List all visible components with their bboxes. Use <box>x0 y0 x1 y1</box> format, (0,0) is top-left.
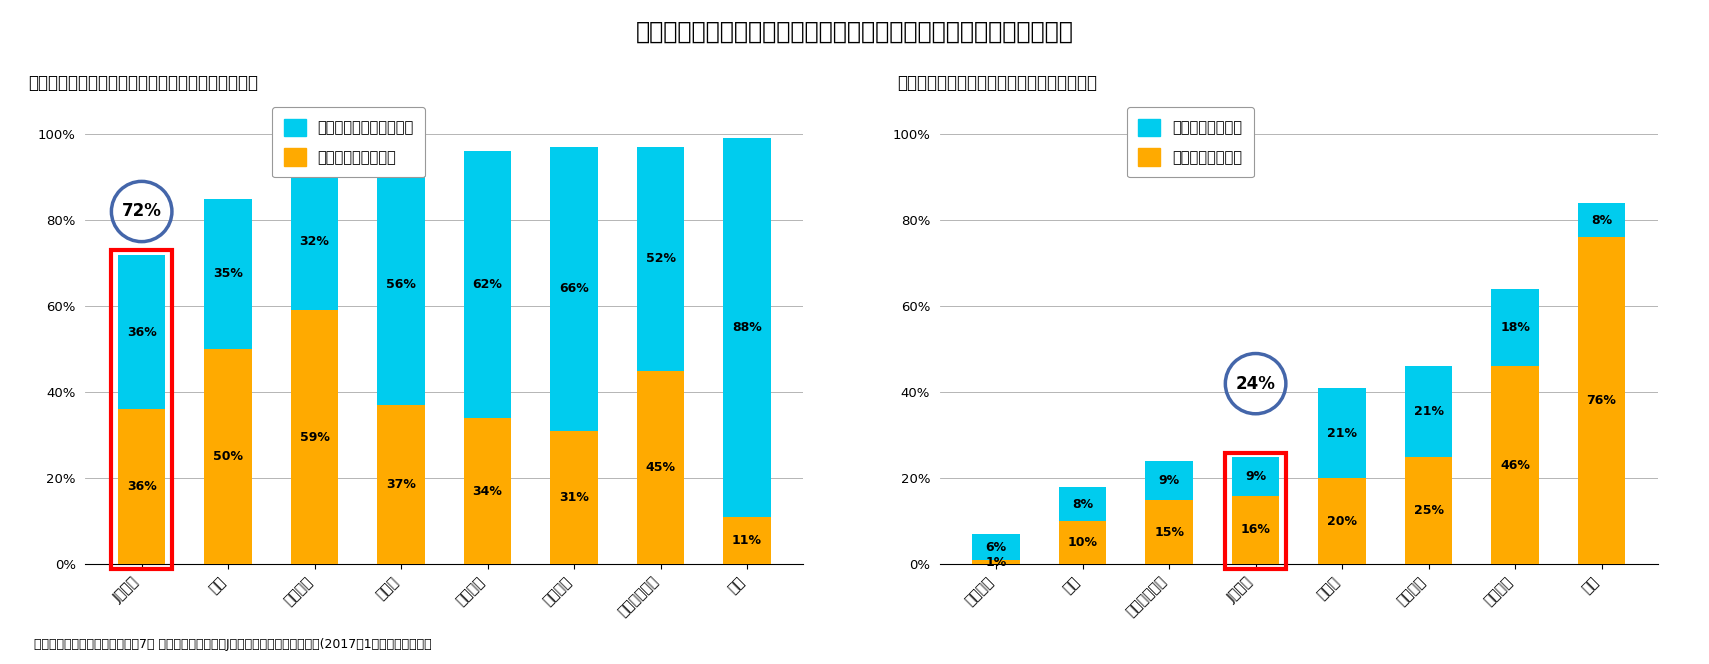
Text: 〇金融商品の認知状況（対象：金融商品の保有者）: 〇金融商品の認知状況（対象：金融商品の保有者） <box>27 74 258 92</box>
Text: 36%: 36% <box>126 325 157 339</box>
Bar <box>1060 487 1106 521</box>
Text: 46%: 46% <box>1501 459 1530 472</box>
Text: 59%: 59% <box>299 431 330 444</box>
Bar <box>1232 457 1280 495</box>
Text: 9%: 9% <box>1159 474 1179 487</box>
Text: 34%: 34% <box>473 485 502 498</box>
Text: 45%: 45% <box>646 461 675 474</box>
Bar <box>723 138 771 517</box>
Text: 25%: 25% <box>1413 504 1444 517</box>
Bar <box>637 147 684 371</box>
Text: 62%: 62% <box>473 278 502 291</box>
Bar <box>205 199 251 349</box>
Bar <box>1232 495 1280 564</box>
Text: 15%: 15% <box>1154 526 1184 539</box>
Text: 〇金融商品の保有状況（対象：商品認知者）: 〇金融商品の保有状況（対象：商品認知者） <box>897 74 1097 92</box>
Legend: 以前保有していた, 現在保有している: 以前保有していた, 現在保有している <box>1126 107 1254 177</box>
Bar <box>972 535 1020 560</box>
Text: 20%: 20% <box>1328 515 1357 528</box>
Text: 24%: 24% <box>1236 374 1275 392</box>
Text: 16%: 16% <box>1241 523 1270 537</box>
Text: 50%: 50% <box>214 450 243 463</box>
Text: 56%: 56% <box>386 278 415 291</box>
Bar <box>205 349 251 564</box>
Text: 88%: 88% <box>731 321 762 334</box>
Text: 31%: 31% <box>559 491 590 504</box>
Text: 36%: 36% <box>126 481 157 493</box>
Text: （資料）不動産証券化協会「第7回 個人投資家に対するJリート認知度調査報告書」(2017年1月）をもとに作成: （資料）不動産証券化協会「第7回 個人投資家に対するJリート認知度調査報告書」(… <box>34 637 432 651</box>
Bar <box>972 560 1020 564</box>
Bar <box>637 371 684 564</box>
Bar <box>1145 461 1193 500</box>
Text: 9%: 9% <box>1246 469 1266 483</box>
Text: 72%: 72% <box>121 203 162 220</box>
Bar <box>1145 500 1193 564</box>
Legend: 名称も内容も知っている, 名称だけ知っている: 名称も内容も知っている, 名称だけ知っている <box>272 107 426 177</box>
Bar <box>291 311 338 564</box>
Text: 32%: 32% <box>299 235 330 248</box>
Text: 10%: 10% <box>1068 537 1097 549</box>
Text: 21%: 21% <box>1413 405 1444 418</box>
Bar <box>291 173 338 311</box>
Text: 76%: 76% <box>1586 394 1617 407</box>
Bar <box>1577 237 1625 564</box>
Text: 6%: 6% <box>986 540 1007 554</box>
Text: 35%: 35% <box>214 268 243 280</box>
Text: 1%: 1% <box>986 556 1007 569</box>
Bar <box>1492 367 1538 564</box>
Bar <box>1405 367 1453 457</box>
Bar <box>118 254 166 410</box>
Text: 21%: 21% <box>1328 427 1357 440</box>
Text: 11%: 11% <box>731 535 762 547</box>
Bar <box>1060 521 1106 564</box>
Bar <box>1492 289 1538 367</box>
Text: 52%: 52% <box>646 252 675 266</box>
Bar <box>378 405 426 564</box>
Bar <box>550 431 598 564</box>
Bar <box>1318 478 1365 564</box>
Bar <box>118 410 166 564</box>
Bar <box>723 517 771 564</box>
Text: 18%: 18% <box>1501 321 1530 334</box>
Text: 66%: 66% <box>559 282 590 295</box>
Text: 8%: 8% <box>1591 214 1612 226</box>
Text: 図表１：個人投資家の商品認知度・投資経験有無（アンケート調査）: 図表１：個人投資家の商品認知度・投資経験有無（アンケート調査） <box>636 20 1073 44</box>
Bar <box>378 164 426 405</box>
Text: 8%: 8% <box>1072 497 1094 511</box>
Bar <box>463 418 511 564</box>
Text: 37%: 37% <box>386 478 415 491</box>
Bar <box>1318 388 1365 478</box>
Bar <box>1577 203 1625 237</box>
Bar <box>1405 457 1453 564</box>
Bar <box>463 151 511 418</box>
Bar <box>550 147 598 431</box>
